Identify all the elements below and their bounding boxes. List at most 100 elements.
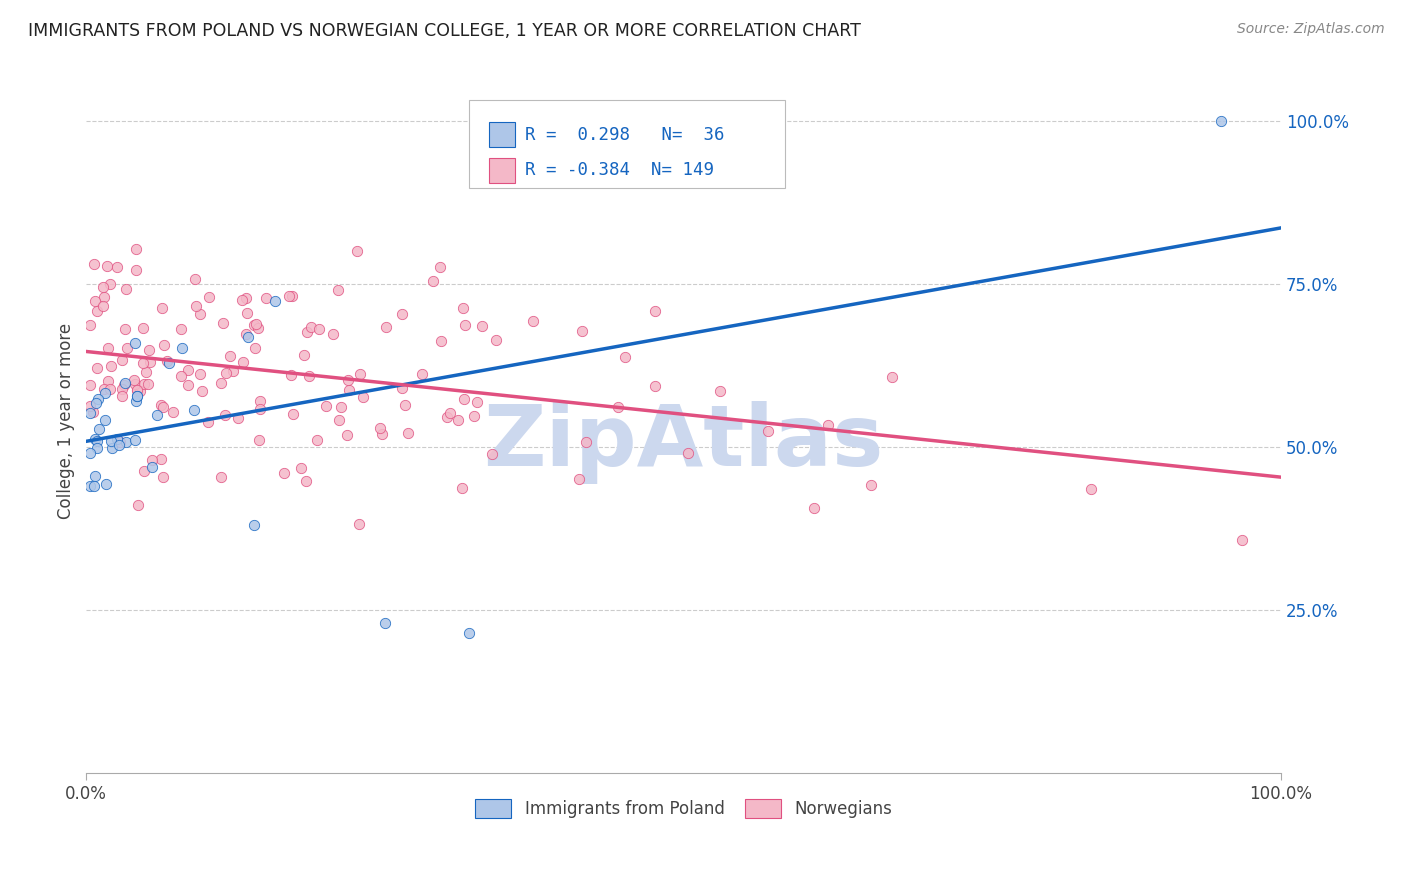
Point [298, 369, 321, 384]
Point [211, 316, 233, 330]
Point [349, 368, 371, 382]
Point [124, 433, 146, 447]
Point [290, 461, 312, 475]
Point [295, 325, 318, 339]
Point [125, 394, 148, 409]
Point [457, 626, 479, 640]
Point [184, 300, 207, 314]
Point [84, 469, 107, 483]
Point [93, 299, 115, 313]
Legend: Immigrants from Poland, Norwegians: Immigrants from Poland, Norwegians [468, 792, 900, 825]
Point [153, 337, 176, 351]
Point [125, 243, 148, 257]
Point [346, 244, 368, 258]
Point [188, 367, 211, 381]
Point [235, 292, 257, 306]
Point [231, 355, 253, 369]
Text: R = -0.384  N= 149: R = -0.384 N= 149 [524, 161, 714, 179]
Point [278, 289, 301, 303]
Point [347, 516, 370, 531]
Point [94, 386, 117, 401]
Point [152, 470, 174, 484]
Point [430, 334, 453, 349]
Point [125, 263, 148, 277]
Point [329, 400, 352, 414]
Point [391, 381, 413, 395]
Point [439, 406, 461, 420]
Point [111, 389, 134, 403]
Point [132, 321, 155, 335]
Point [172, 342, 194, 356]
Point [422, 274, 444, 288]
Point [86, 360, 108, 375]
Point [374, 320, 396, 334]
Point [105, 260, 128, 275]
Point [125, 389, 148, 403]
Point [352, 390, 374, 404]
Point [245, 341, 267, 355]
Point [108, 434, 131, 449]
Point [132, 377, 155, 392]
Point [411, 367, 433, 381]
Point [283, 407, 305, 421]
Point [83, 479, 105, 493]
Point [94, 413, 117, 427]
Point [127, 498, 149, 512]
Point [451, 301, 474, 315]
Point [141, 460, 163, 475]
Point [1230, 533, 1253, 548]
Point [465, 394, 488, 409]
Point [156, 353, 179, 368]
Point [368, 421, 391, 435]
Point [97, 374, 120, 388]
Point [97, 342, 120, 356]
Point [328, 413, 350, 427]
Point [86, 395, 108, 409]
Point [139, 355, 162, 369]
Point [98, 277, 121, 291]
Point [571, 324, 593, 338]
Point [644, 304, 666, 318]
Point [481, 447, 503, 461]
Point [162, 405, 184, 419]
Point [124, 373, 146, 387]
Point [429, 260, 451, 274]
Point [396, 426, 419, 441]
Point [485, 333, 508, 347]
Point [197, 290, 219, 304]
Point [214, 408, 236, 422]
Point [84, 294, 107, 309]
Point [254, 291, 277, 305]
Point [280, 289, 302, 303]
Point [453, 392, 475, 406]
Text: ZipAtlas: ZipAtlas [484, 401, 884, 483]
Point [236, 330, 259, 344]
Point [100, 441, 122, 455]
Point [136, 377, 159, 392]
Point [141, 453, 163, 467]
Point [249, 393, 271, 408]
Point [115, 434, 138, 449]
Point [567, 472, 589, 486]
Point [111, 352, 134, 367]
Point [247, 434, 270, 448]
Point [228, 411, 250, 425]
Point [315, 399, 337, 413]
Point [108, 438, 131, 452]
Point [337, 383, 360, 397]
Point [197, 415, 219, 429]
Point [146, 408, 169, 422]
Point [522, 314, 544, 328]
Bar [489, 158, 515, 183]
Point [817, 418, 839, 433]
Point [132, 356, 155, 370]
Point [391, 307, 413, 321]
Point [96, 259, 118, 273]
Point [235, 326, 257, 341]
Point [183, 403, 205, 417]
Point [246, 320, 269, 334]
Point [114, 376, 136, 391]
Point [114, 282, 136, 296]
Point [177, 363, 200, 377]
Point [190, 307, 212, 321]
